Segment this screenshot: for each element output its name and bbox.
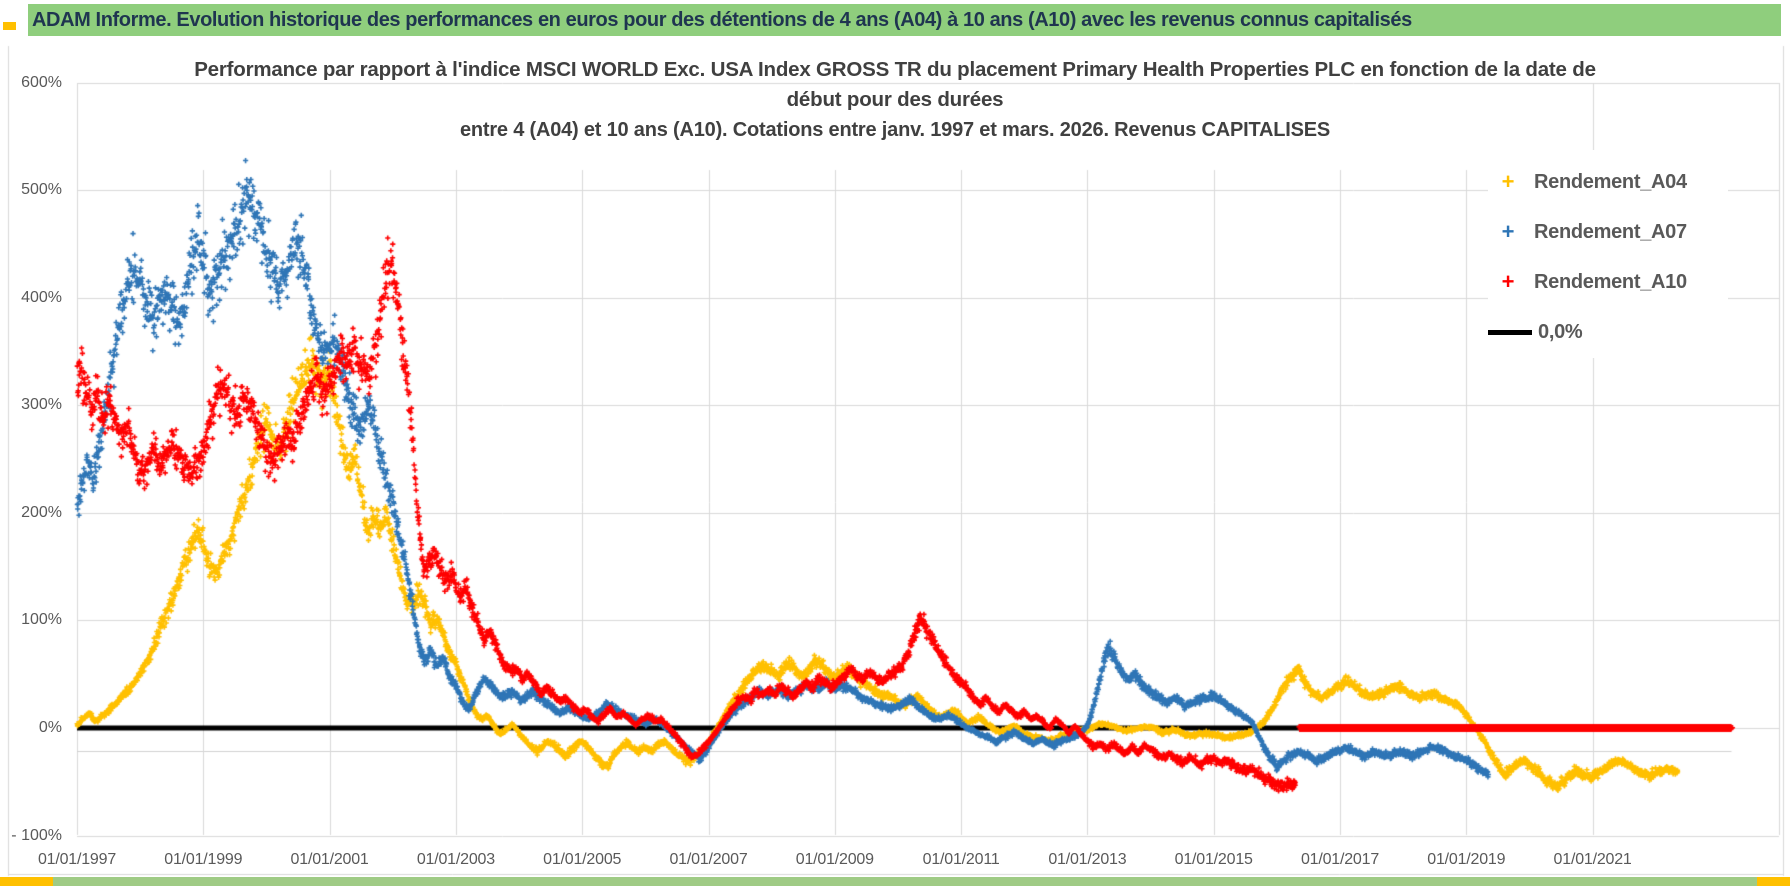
bottom-green-bar: [53, 877, 1757, 886]
y-axis-tick-label: 0%: [38, 719, 62, 736]
plus-marker-icon: +: [1501, 169, 1515, 194]
y-axis-tick-label: - 100%: [11, 826, 62, 844]
x-axis-tick-label: 01/01/2007: [669, 851, 748, 868]
y-axis-tick-label: 500%: [21, 181, 62, 199]
legend-label: Rendement_A10: [1534, 270, 1687, 293]
gold-corner-chip: [3, 22, 16, 30]
chart-legend: + Rendement_A04 + Rendement_A07 + Rendem…: [1488, 150, 1728, 358]
banner-title: ADAM Informe. Evolution historique des p…: [32, 8, 1412, 31]
legend-label: Rendement_A04: [1534, 170, 1687, 193]
chart-title-line-1: Performance par rapport à l'indice MSCI …: [194, 58, 1596, 81]
y-axis-tick-label: 200%: [21, 503, 62, 521]
x-axis-tick-label: 01/01/2021: [1553, 851, 1632, 868]
y-axis-tick-label: 300%: [21, 396, 62, 414]
top-banner: ADAM Informe. Evolution historique des p…: [28, 4, 1781, 36]
x-axis-tick-label: 01/01/2011: [922, 851, 1000, 868]
x-axis-tick-label: 01/01/2019: [1427, 851, 1506, 868]
chart-title-line-3: entre 4 (A04) et 10 ans (A10). Cotations…: [459, 119, 1331, 141]
zero-line-icon: [1488, 329, 1532, 335]
bottom-gold-bar-right: [1757, 877, 1790, 886]
x-axis-tick-label: 01/01/2015: [1174, 851, 1253, 868]
chart-title-line-2: début pour des durées: [786, 88, 1004, 111]
legend-item-rendement-a04[interactable]: + Rendement_A04: [1488, 168, 1728, 196]
plus-marker-icon: +: [1501, 219, 1515, 244]
bottom-gold-bar: [0, 877, 53, 886]
x-axis-tick-label: 01/01/2013: [1048, 851, 1127, 868]
x-axis-tick-label: 01/01/2017: [1300, 851, 1380, 868]
plus-marker-icon: +: [1501, 269, 1515, 294]
x-axis-tick-label: 01/01/2009: [795, 851, 874, 868]
x-axis-tick-label: 01/01/2003: [416, 851, 495, 868]
x-axis-tick-label: 01/01/1999: [164, 851, 243, 868]
x-axis-tick-label: 01/01/2005: [543, 851, 622, 868]
legend-item-rendement-a07[interactable]: + Rendement_A07: [1488, 218, 1728, 246]
x-axis-tick-label: 01/01/2001: [290, 851, 369, 868]
legend-item-rendement-a10[interactable]: + Rendement_A10: [1488, 268, 1728, 296]
legend-label: Rendement_A07: [1534, 220, 1687, 243]
y-axis-tick-label: 100%: [21, 611, 62, 629]
y-axis-tick-label: 600%: [21, 73, 62, 91]
legend-item-zero-line[interactable]: 0,0%: [1488, 318, 1728, 346]
legend-label: 0,0%: [1538, 320, 1583, 343]
x-axis-tick-label: 01/01/1997: [37, 851, 117, 868]
y-axis-tick-label: 400%: [21, 288, 62, 306]
